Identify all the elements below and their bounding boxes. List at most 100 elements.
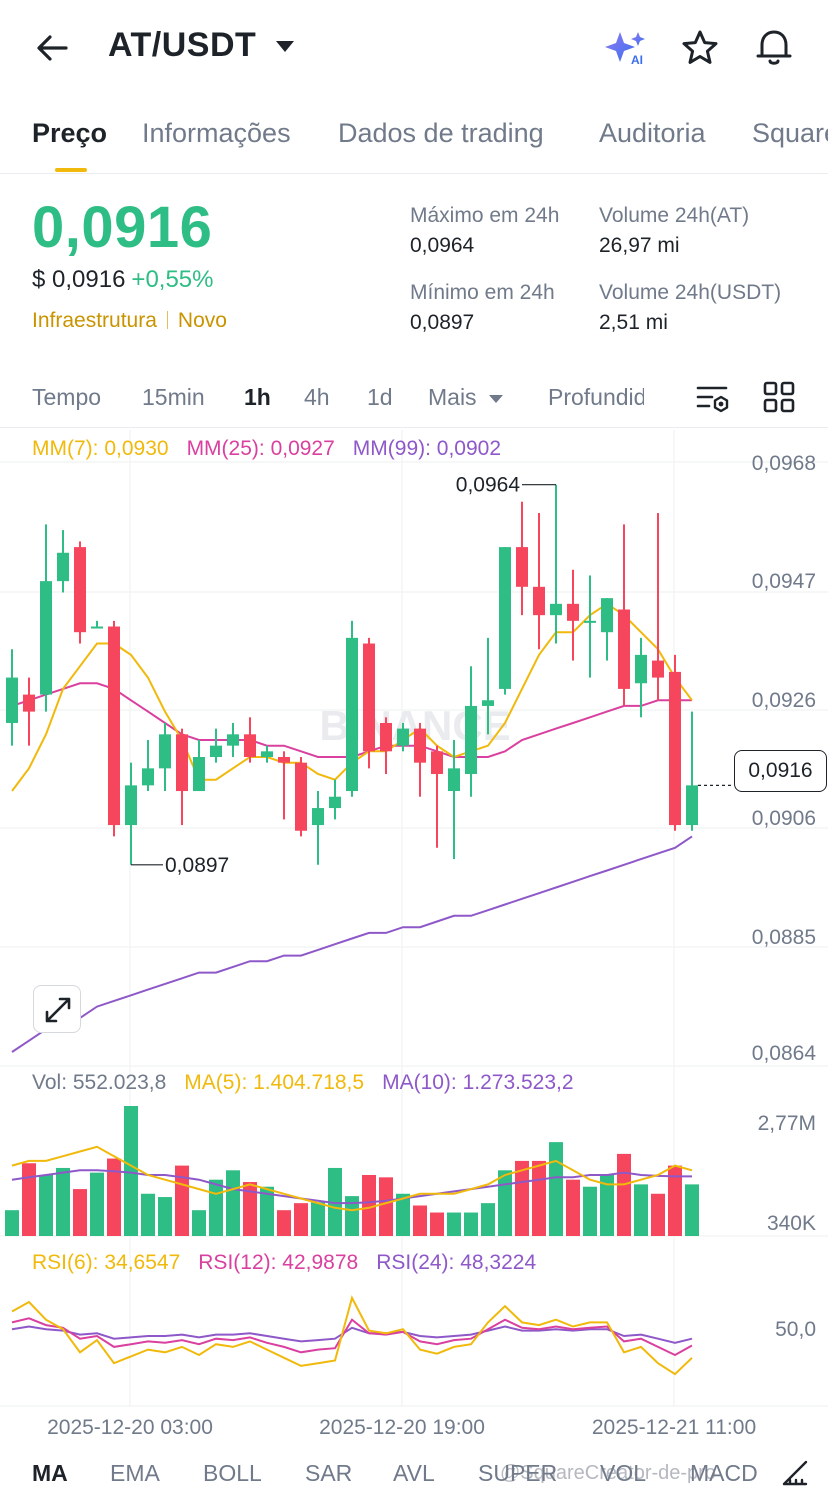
volume-bar (447, 1212, 461, 1236)
volume-bar (532, 1160, 546, 1236)
candle-body (431, 751, 443, 775)
tab-audit[interactable]: Auditoria (599, 118, 706, 148)
tab-price[interactable]: Preço (32, 118, 108, 148)
creator-watermark: @SquareCreator-de-pro (500, 1462, 716, 1484)
volume-bar (685, 1184, 699, 1236)
rsi24-legend: RSI(24): 48,3224 (376, 1251, 537, 1274)
expand-icon (45, 997, 71, 1023)
candle-body (414, 728, 426, 763)
volume-axis-label: 340K (767, 1212, 816, 1235)
candle-body (108, 626, 120, 826)
pair-title[interactable]: AT/USDT (108, 26, 257, 64)
main-tabs: Preço Informações Dados de trading Audit… (0, 104, 828, 174)
chart-settings-icon[interactable] (695, 380, 731, 416)
rsi6-legend: RSI(6): 34,6547 (32, 1251, 181, 1274)
volume-bar (464, 1212, 478, 1236)
star-icon[interactable] (680, 28, 720, 68)
volume-bar (549, 1142, 563, 1236)
tf-time[interactable]: Tempo (32, 384, 102, 410)
more-caret-icon[interactable] (488, 394, 504, 404)
caret-down-icon[interactable] (274, 38, 296, 54)
volume-bar (73, 1189, 87, 1236)
volume-bar (498, 1170, 512, 1236)
tf-more[interactable]: Mais (428, 384, 477, 410)
ind-tab-ma[interactable]: MA (32, 1460, 68, 1486)
volume-bar (430, 1212, 444, 1236)
rsi12-path (11, 1317, 693, 1357)
rsi12-legend: RSI(12): 42,9878 (198, 1251, 359, 1274)
ind-tab-avl[interactable]: AVL (393, 1460, 435, 1486)
ind-tab-sar[interactable]: SAR (305, 1460, 353, 1486)
price-usd: $ 0,0916 (32, 266, 126, 293)
volume-bar (651, 1193, 665, 1236)
candle-body (244, 734, 256, 757)
volume-bar (90, 1172, 104, 1236)
drawing-tool-icon[interactable] (780, 1458, 810, 1488)
volume-legend: Vol: 552.023,8 MA(5): 1.404.718,5 MA(10): … (32, 1071, 592, 1095)
tab-info[interactable]: Informações (142, 118, 291, 148)
time-axis-label: 2025-12-20 19:00 (319, 1416, 485, 1439)
layout-grid-icon[interactable] (762, 380, 796, 414)
candle-body (74, 547, 86, 633)
tf-1d[interactable]: 1d (367, 384, 393, 410)
candle-body (57, 552, 69, 582)
active-tab-indicator (55, 168, 87, 172)
ma25-legend: MM(25): 0,0927 (186, 437, 335, 460)
candle-body (261, 751, 273, 757)
candle-body (584, 620, 596, 623)
tag-new[interactable]: Novo (177, 309, 227, 332)
ma7-legend: MM(7): 0,0930 (32, 437, 169, 460)
candle-body (23, 694, 35, 712)
tf-1h[interactable]: 1h (244, 384, 271, 410)
volume-bar (158, 1197, 172, 1236)
ind-tab-super[interactable]: SUPER (478, 1460, 558, 1486)
ind-tab-macd[interactable]: MACD (690, 1460, 758, 1486)
volume-bar (481, 1203, 495, 1236)
volume-base-label: Volume 24h(AT) (599, 204, 750, 227)
tab-trading-data[interactable]: Dados de trading (338, 118, 544, 148)
bell-icon[interactable] (754, 26, 794, 68)
candle-body (618, 609, 630, 689)
volume-bar (311, 1202, 325, 1236)
tab-square[interactable]: Square (752, 118, 828, 148)
ind-tab-boll[interactable]: BOLL (203, 1460, 262, 1486)
candle-body (363, 643, 375, 752)
price-axis-label: 0,0906 (752, 807, 816, 830)
volume-bar (124, 1106, 138, 1236)
tf-depth[interactable]: Profundidade (548, 384, 644, 410)
volume-bar (294, 1203, 308, 1236)
volume-bar (277, 1210, 291, 1236)
ai-sparkle-icon[interactable]: AI (602, 28, 650, 68)
candle-body (533, 586, 545, 616)
back-arrow-icon[interactable] (32, 28, 72, 68)
volume-bar (107, 1158, 121, 1236)
candle-body (465, 705, 477, 775)
candle-body (176, 734, 188, 792)
candle-body (397, 728, 409, 746)
candle-body (91, 626, 103, 629)
volume-bar (600, 1174, 614, 1236)
fullscreen-button[interactable] (33, 985, 81, 1033)
candle-body (686, 785, 698, 826)
rsi-axis-label: 50,0 (775, 1318, 816, 1341)
tf-15min[interactable]: 15min (142, 384, 205, 410)
tag-category[interactable]: Infraestrutura (32, 309, 157, 332)
ma99-path (11, 835, 693, 1053)
time-axis-label: 2025-12-20 03:00 (47, 1416, 213, 1439)
price-usd-row: $ 0,0916 +0,55% (32, 266, 214, 294)
price-axis-label: 0,0864 (752, 1042, 817, 1065)
ind-tab-ema[interactable]: EMA (110, 1460, 160, 1486)
tf-4h[interactable]: 4h (304, 384, 330, 410)
tag-row: Infraestrutura Novo (32, 309, 227, 333)
volume-ma10-path (11, 1169, 692, 1205)
candle-body (550, 603, 562, 616)
volume-bars (5, 1106, 699, 1236)
top-bar: AT/USDT AI (0, 0, 828, 96)
volume-bar (328, 1167, 342, 1236)
timeframe-bar: Tempo 15min 1h 4h 1d Mais Profundidade (0, 372, 828, 428)
ind-tab-vol[interactable]: VOL (600, 1460, 647, 1486)
high-24h-label: Máximo em 24h (410, 204, 560, 227)
candle-body (669, 671, 681, 826)
volume-bar (345, 1196, 359, 1236)
